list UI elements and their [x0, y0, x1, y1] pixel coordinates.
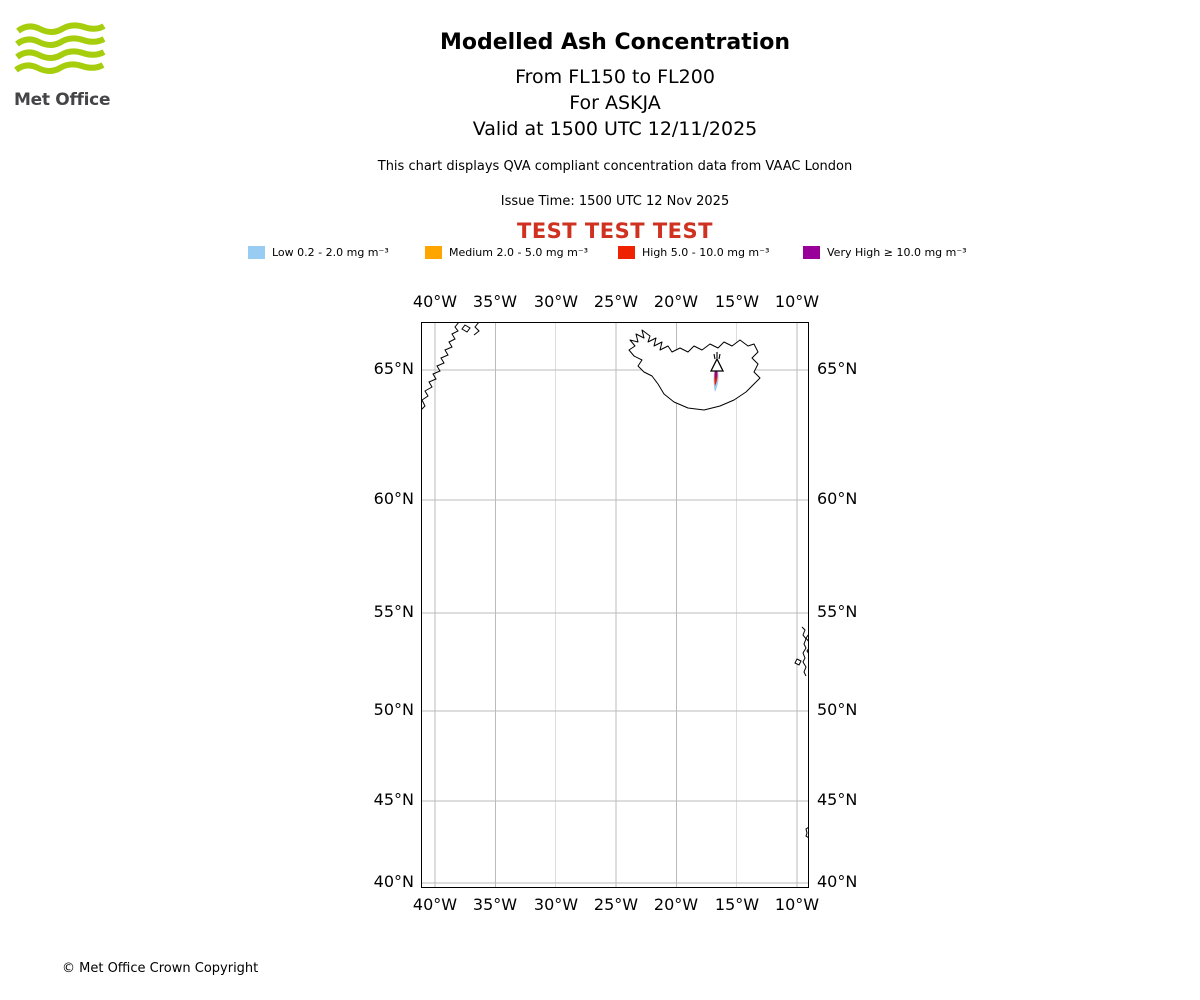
lat-tick-right: 40°N — [817, 872, 858, 891]
lat-tick-right: 60°N — [817, 489, 858, 508]
spain-coastline — [805, 826, 809, 839]
lon-tick-bottom: 30°W — [533, 895, 579, 914]
copyright-text: © Met Office Crown Copyright — [62, 961, 259, 976]
volcano-icon — [709, 357, 725, 372]
lat-tick-left: 65°N — [373, 359, 414, 378]
lon-tick-bottom: 10°W — [774, 895, 820, 914]
lat-tick-right: 50°N — [817, 700, 858, 719]
lon-tick-top: 25°W — [593, 292, 639, 311]
map-canvas — [421, 322, 809, 888]
met-office-logo-text: Met Office — [14, 90, 111, 110]
lat-tick-left: 45°N — [373, 790, 414, 809]
volcano-marker-group — [709, 352, 725, 392]
legend-item-medium: Medium 2.0 - 5.0 mg m⁻³ — [425, 244, 588, 260]
legend-label-low: Low 0.2 - 2.0 mg m⁻³ — [272, 245, 389, 259]
legend-label-medium: Medium 2.0 - 5.0 mg m⁻³ — [449, 245, 589, 259]
test-banner: TEST TEST TEST — [517, 219, 713, 243]
lon-tick-top: 10°W — [774, 292, 820, 311]
flight-level-range: From FL150 to FL200 — [515, 66, 715, 88]
lon-tick-bottom: 35°W — [472, 895, 518, 914]
lon-tick-top: 40°W — [412, 292, 458, 311]
legend-swatch-high — [618, 245, 635, 259]
lat-tick-right: 65°N — [817, 359, 858, 378]
legend-label-very-high: Very High ≥ 10.0 mg m⁻³ — [827, 245, 967, 259]
legend-item-high: High 5.0 - 10.0 mg m⁻³ — [618, 244, 769, 260]
lat-tick-left: 50°N — [373, 700, 414, 719]
volcano-name-line: For ASKJA — [569, 92, 661, 114]
legend-item-very-high: Very High ≥ 10.0 mg m⁻³ — [803, 244, 967, 260]
legend-swatch-low — [248, 245, 265, 259]
lon-tick-top: 30°W — [533, 292, 579, 311]
lon-tick-top: 15°W — [714, 292, 760, 311]
legend-item-low: Low 0.2 - 2.0 mg m⁻³ — [248, 244, 389, 260]
map-frame — [421, 322, 809, 888]
lat-tick-left: 40°N — [373, 872, 414, 891]
legend-swatch-medium — [425, 245, 442, 259]
lon-tick-bottom: 20°W — [653, 895, 699, 914]
lon-tick-top: 20°W — [653, 292, 699, 311]
lon-tick-bottom: 15°W — [714, 895, 760, 914]
issue-time-line: Issue Time: 1500 UTC 12 Nov 2025 — [500, 194, 730, 209]
met-office-waves-icon — [14, 22, 106, 74]
graticule-grid — [421, 322, 809, 888]
valid-time-line: Valid at 1500 UTC 12/11/2025 — [472, 118, 758, 140]
lon-tick-bottom: 40°W — [412, 895, 458, 914]
lat-tick-left: 55°N — [373, 602, 414, 621]
greenland-coastline — [421, 322, 480, 411]
legend-swatch-very-high — [803, 245, 820, 259]
qva-compliance-note: This chart displays QVA compliant concen… — [377, 159, 853, 174]
lon-tick-bottom: 25°W — [593, 895, 639, 914]
volcano-eruption-icon — [713, 352, 721, 360]
chart-title: Modelled Ash Concentration — [439, 30, 791, 55]
met-office-logo: Met Office — [14, 22, 124, 110]
lat-tick-left: 60°N — [373, 489, 414, 508]
lon-tick-top: 35°W — [472, 292, 518, 311]
iceland-coastline — [628, 329, 761, 411]
lat-tick-right: 45°N — [817, 790, 858, 809]
lat-tick-right: 55°N — [817, 602, 858, 621]
chart-header: Modelled Ash Concentration From FL150 to… — [30, 30, 1200, 243]
legend-label-high: High 5.0 - 10.0 mg m⁻³ — [642, 245, 770, 259]
